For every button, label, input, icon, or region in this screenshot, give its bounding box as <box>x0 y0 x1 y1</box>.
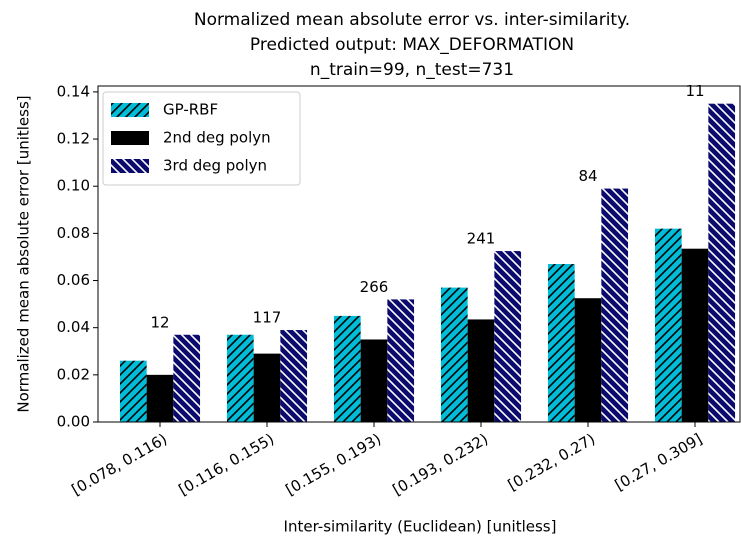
x-tick-label: [0.27, 0.309] <box>612 430 706 494</box>
bar <box>574 298 602 422</box>
x-tick-label: [0.232, 0.27) <box>505 430 599 494</box>
chart-subtitle: n_train=99, n_test=731 <box>310 60 514 80</box>
x-tick-label: [0.116, 0.155) <box>175 430 277 499</box>
y-tick-label: 0.00 <box>57 413 90 431</box>
bar <box>360 339 388 422</box>
legend-swatch <box>111 103 149 117</box>
y-tick-label: 0.10 <box>57 177 90 195</box>
legend-box <box>102 91 301 186</box>
bar <box>440 287 468 422</box>
bar <box>494 251 522 422</box>
x-tick-label: [0.078, 0.116) <box>68 430 170 499</box>
legend-label: GP-RBF <box>163 101 218 119</box>
x-tick-label: [0.155, 0.193) <box>282 430 384 499</box>
y-tick-label: 0.04 <box>57 318 90 336</box>
bar <box>280 330 308 422</box>
bar <box>119 360 147 422</box>
legend-swatch <box>111 131 149 145</box>
bar <box>146 374 174 422</box>
y-tick-label: 0.12 <box>57 130 90 148</box>
bar <box>681 248 709 422</box>
y-tick-label: 0.06 <box>57 271 90 289</box>
y-axis-label: Normalized mean absolute error [unitless… <box>15 95 33 412</box>
chart-title: Normalized mean absolute error vs. inter… <box>194 10 630 30</box>
bar <box>253 353 281 422</box>
count-label: 117 <box>253 309 282 327</box>
bar <box>708 103 736 423</box>
y-tick-label: 0.02 <box>57 365 90 383</box>
axes-frame <box>97 85 741 423</box>
bar <box>547 264 575 422</box>
count-label: 266 <box>360 278 389 296</box>
legend-label: 3rd deg polyn <box>163 157 267 175</box>
count-label: 241 <box>467 230 496 248</box>
bar <box>173 334 201 422</box>
legend-label: 2nd deg polyn <box>163 129 271 147</box>
legend-swatch <box>111 159 149 173</box>
count-label: 11 <box>685 82 704 100</box>
bar <box>654 228 682 422</box>
y-tick-label: 0.14 <box>57 82 90 100</box>
chart-subtitle: Predicted output: MAX_DEFORMATION <box>250 35 574 55</box>
count-label: 84 <box>578 167 597 185</box>
y-tick-label: 0.08 <box>57 224 90 242</box>
x-tick-label: [0.193, 0.232) <box>389 430 491 499</box>
bar <box>601 188 629 422</box>
bar <box>333 315 361 422</box>
count-label: 12 <box>150 313 169 331</box>
x-axis-label: Inter-similarity (Euclidean) [unitless] <box>284 518 557 536</box>
bar <box>226 334 254 422</box>
bar <box>387 299 415 422</box>
bar <box>467 319 495 422</box>
